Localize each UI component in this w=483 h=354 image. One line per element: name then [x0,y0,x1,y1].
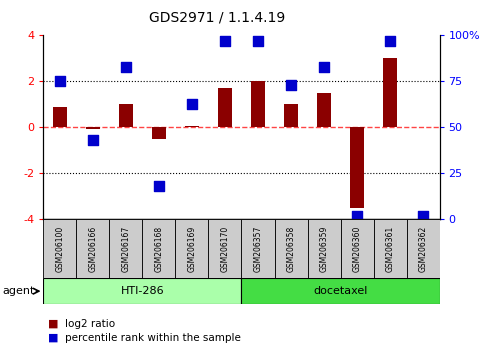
Text: GSM206167: GSM206167 [122,225,130,272]
Bar [251,81,265,127]
Text: ■: ■ [48,319,59,329]
Text: GSM206360: GSM206360 [353,225,361,272]
Bar [43,278,242,304]
Point [89,137,97,143]
Text: HTI-286: HTI-286 [121,286,164,296]
Bar [110,219,142,278]
Text: GSM206169: GSM206169 [187,225,197,272]
Text: GSM206168: GSM206168 [155,225,163,272]
Text: GSM206166: GSM206166 [88,225,98,272]
Bar [76,219,110,278]
Bar [242,278,440,304]
Text: agent: agent [2,286,35,296]
Bar [218,88,232,127]
Point [419,213,427,219]
Bar [142,219,175,278]
Text: GDS2971 / 1.1.4.19: GDS2971 / 1.1.4.19 [149,11,285,25]
Text: GSM206359: GSM206359 [320,225,328,272]
Text: percentile rank within the sample: percentile rank within the sample [65,333,241,343]
Bar [284,104,298,127]
Bar [209,219,242,278]
Bar [242,219,274,278]
Bar [351,127,364,208]
Bar [119,104,132,127]
Text: ■: ■ [48,333,59,343]
Text: GSM206357: GSM206357 [254,225,262,272]
Point [56,79,64,84]
Point [320,64,328,69]
Bar [153,127,166,139]
Text: GSM206361: GSM206361 [385,225,395,272]
Point [122,64,130,69]
Bar [341,219,373,278]
Point [221,38,229,44]
Bar [407,219,440,278]
Point [386,38,394,44]
Text: GSM206358: GSM206358 [286,225,296,272]
Text: GSM206170: GSM206170 [221,225,229,272]
Bar [175,219,209,278]
Bar [86,127,99,129]
Point [353,213,361,219]
Bar [274,219,308,278]
Bar [317,93,330,127]
Bar [43,219,76,278]
Bar [54,107,67,127]
Bar [308,219,341,278]
Point [254,38,262,44]
Bar [384,58,397,127]
Text: docetaxel: docetaxel [313,286,368,296]
Bar [373,219,407,278]
Text: log2 ratio: log2 ratio [65,319,115,329]
Point [155,183,163,189]
Point [188,101,196,106]
Point [287,82,295,88]
Text: GSM206362: GSM206362 [419,225,427,272]
Bar [185,126,199,127]
Text: GSM206100: GSM206100 [56,225,64,272]
